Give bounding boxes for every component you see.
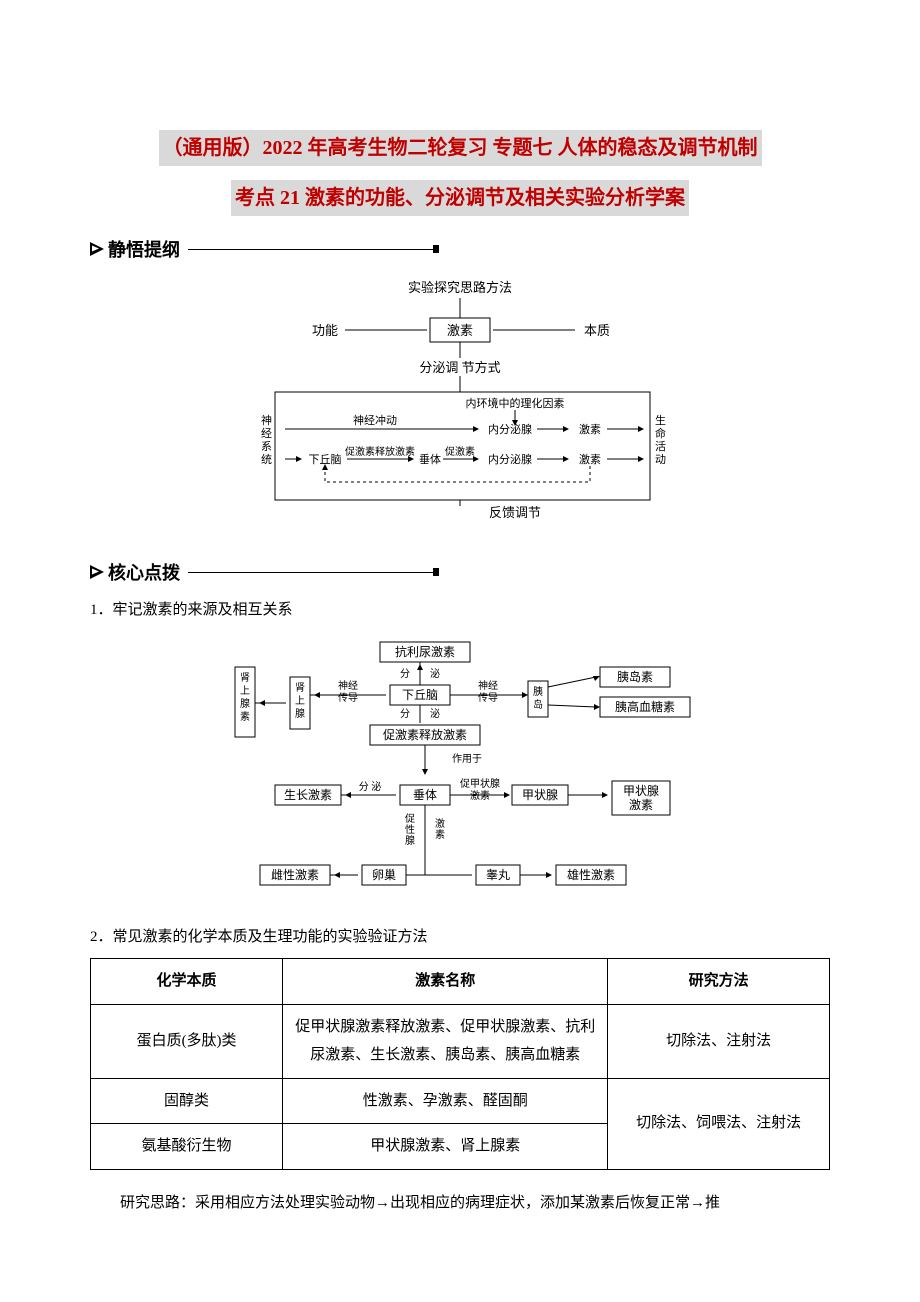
svg-text:激素: 激素: [579, 452, 601, 466]
triangle-icon: [90, 565, 104, 579]
svg-text:泌: 泌: [430, 707, 440, 720]
svg-text:生长激素: 生长激素: [284, 788, 332, 802]
section-rule-1: [188, 249, 438, 250]
svg-text:促激素: 促激素: [445, 445, 475, 458]
svg-text:分泌调 节方式: 分泌调 节方式: [419, 360, 500, 375]
svg-text:甲状腺: 甲状腺: [623, 784, 659, 798]
hormone-table: 化学本质 激素名称 研究方法 蛋白质(多肽)类 促甲状腺激素释放激素、促甲状腺激…: [90, 958, 830, 1170]
svg-text:神经冲动: 神经冲动: [353, 413, 397, 427]
point-1: 1．牢记激素的来源及相互关系: [90, 595, 830, 625]
research-idea: 研究思路：采用相应方法处理实验动物→出现相应的病理症状，添加某激素后恢复正常→推: [90, 1188, 830, 1218]
svg-text:促激素释放激素: 促激素释放激素: [383, 727, 467, 742]
svg-text:分: 分: [400, 708, 410, 720]
svg-text:作用于: 作用于: [452, 753, 482, 765]
svg-text:分: 分: [400, 668, 410, 680]
svg-text:睾丸: 睾丸: [486, 867, 510, 882]
life-activity-label: 生命活动: [655, 413, 666, 466]
svg-text:激素: 激素: [579, 422, 601, 436]
svg-text:卵巢: 卵巢: [372, 868, 396, 882]
section-rule-2: [188, 572, 438, 573]
svg-text:激素: 激素: [447, 323, 473, 338]
svg-text:本质: 本质: [584, 323, 610, 338]
svg-text:促性腺: 促性腺: [405, 812, 415, 847]
section-title-1: 静悟提纲: [108, 236, 180, 262]
svg-text:抗利尿激素: 抗利尿激素: [395, 644, 455, 659]
svg-text:反馈调节: 反馈调节: [489, 505, 541, 520]
svg-text:激素: 激素: [629, 798, 653, 812]
svg-text:雌性激素: 雌性激素: [271, 867, 319, 882]
nervous-system-label: 神经系统: [261, 413, 272, 466]
hormone-source-svg: .bx2{fill:#fff;stroke:#000;stroke-width:…: [200, 637, 720, 897]
svg-text:功能: 功能: [312, 323, 338, 338]
th-name: 激素名称: [283, 959, 608, 1005]
svg-text:内分泌腺: 内分泌腺: [488, 452, 532, 466]
section-header-2: 核心点拨: [90, 559, 830, 585]
svg-text:内环境中的理化因素: 内环境中的理化因素: [466, 396, 565, 410]
svg-text:促激素释放激素: 促激素释放激素: [345, 445, 415, 458]
cell-r1c1: 蛋白质(多肽)类: [91, 1004, 283, 1078]
cell-merged-method: 切除法、饲喂法、注射法: [608, 1078, 830, 1169]
cell-r3c1: 氨基酸衍生物: [91, 1124, 283, 1170]
svg-text:垂体: 垂体: [413, 788, 437, 802]
section-title-2: 核心点拨: [108, 559, 180, 585]
svg-text:内分泌腺: 内分泌腺: [488, 422, 532, 436]
svg-text:泌: 泌: [430, 667, 440, 680]
svg-text:激素: 激素: [435, 817, 445, 841]
cell-r1c2: 促甲状腺激素释放激素、促甲状腺激素、抗利尿激素、生长激素、胰岛素、胰高血糖素: [283, 1004, 608, 1078]
cell-r1c3: 切除法、注射法: [608, 1004, 830, 1078]
svg-text:传导: 传导: [478, 692, 498, 704]
concept-map-svg: .bx{fill:#fff;stroke:#000;stroke-width:1…: [235, 274, 685, 534]
svg-text:下丘脑: 下丘脑: [402, 688, 438, 702]
svg-text:甲状腺: 甲状腺: [522, 788, 558, 802]
svg-text:雄性激素: 雄性激素: [567, 867, 615, 882]
page: （通用版）2022 年高考生物二轮复习 专题七 人体的稳态及调节机制 考点 21…: [0, 0, 920, 1302]
th-nature: 化学本质: [91, 959, 283, 1005]
cell-r2c2: 性激素、孕激素、醛固酮: [283, 1078, 608, 1124]
title-line-2: 考点 21 激素的功能、分泌调节及相关实验分析学案: [231, 180, 689, 216]
svg-text:促甲状腺: 促甲状腺: [460, 777, 500, 790]
title-line-1: （通用版）2022 年高考生物二轮复习 专题七 人体的稳态及调节机制: [159, 130, 762, 166]
diagram-1: .bx{fill:#fff;stroke:#000;stroke-width:1…: [90, 274, 830, 539]
svg-text:实验探究思路方法: 实验探究思路方法: [408, 280, 512, 295]
triangle-icon: [90, 242, 104, 256]
svg-text:激素: 激素: [470, 789, 490, 802]
svg-text:神经: 神经: [478, 679, 498, 692]
diagram-2: .bx2{fill:#fff;stroke:#000;stroke-width:…: [90, 637, 830, 902]
section-header-1: 静悟提纲: [90, 236, 830, 262]
svg-text:垂体: 垂体: [419, 452, 441, 466]
cell-r2c1: 固醇类: [91, 1078, 283, 1124]
th-method: 研究方法: [608, 959, 830, 1005]
svg-text:传导: 传导: [338, 692, 358, 704]
svg-text:胰岛素: 胰岛素: [617, 669, 653, 684]
svg-text:神经: 神经: [338, 679, 358, 692]
point-2: 2．常见激素的化学本质及生理功能的实验验证方法: [90, 922, 830, 952]
cell-r3c2: 甲状腺激素、肾上腺素: [283, 1124, 608, 1170]
svg-text:胰高血糖素: 胰高血糖素: [615, 699, 675, 714]
svg-text:分 泌: 分 泌: [359, 780, 382, 793]
svg-text:肾上腺: 肾上腺: [295, 682, 305, 720]
